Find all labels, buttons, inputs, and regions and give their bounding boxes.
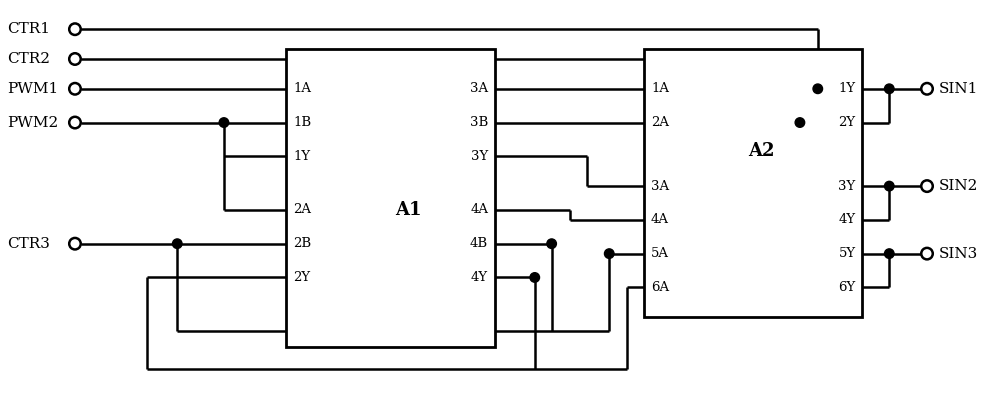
Text: 2Y: 2Y bbox=[293, 271, 311, 284]
Circle shape bbox=[547, 239, 556, 248]
Text: 5Y: 5Y bbox=[838, 247, 856, 260]
Bar bbox=[286, 49, 495, 347]
Circle shape bbox=[795, 118, 805, 127]
Text: 1Y: 1Y bbox=[293, 150, 311, 163]
Circle shape bbox=[172, 239, 182, 248]
Text: CTR2: CTR2 bbox=[7, 52, 50, 66]
Circle shape bbox=[604, 249, 614, 258]
Text: 1A: 1A bbox=[293, 82, 311, 95]
Text: 4A: 4A bbox=[470, 204, 488, 216]
Text: 4Y: 4Y bbox=[471, 271, 488, 284]
Text: A2: A2 bbox=[748, 142, 774, 160]
Circle shape bbox=[530, 273, 540, 282]
Text: 6Y: 6Y bbox=[838, 281, 856, 294]
Text: 3A: 3A bbox=[651, 180, 669, 192]
Text: 3A: 3A bbox=[470, 82, 488, 95]
Text: 2B: 2B bbox=[293, 237, 312, 250]
Bar bbox=[644, 49, 862, 317]
Text: 5A: 5A bbox=[651, 247, 669, 260]
Text: 1B: 1B bbox=[293, 116, 312, 129]
Text: PWM2: PWM2 bbox=[7, 116, 59, 130]
Text: CTR1: CTR1 bbox=[7, 22, 50, 36]
Text: 4B: 4B bbox=[470, 237, 488, 250]
Text: 1Y: 1Y bbox=[838, 82, 856, 95]
Circle shape bbox=[885, 181, 894, 191]
Text: 4Y: 4Y bbox=[838, 213, 856, 226]
Text: 2A: 2A bbox=[293, 204, 311, 216]
Text: 4A: 4A bbox=[651, 213, 669, 226]
Text: 3Y: 3Y bbox=[838, 180, 856, 192]
Text: PWM1: PWM1 bbox=[7, 82, 59, 96]
Text: SIN3: SIN3 bbox=[939, 247, 978, 261]
Text: CTR3: CTR3 bbox=[7, 237, 50, 251]
Text: 6A: 6A bbox=[651, 281, 669, 294]
Text: SIN2: SIN2 bbox=[939, 179, 978, 193]
Text: A1: A1 bbox=[395, 201, 422, 219]
Circle shape bbox=[813, 84, 823, 94]
Text: 1A: 1A bbox=[651, 82, 669, 95]
Text: SIN1: SIN1 bbox=[939, 82, 978, 96]
Circle shape bbox=[219, 118, 229, 127]
Circle shape bbox=[885, 249, 894, 258]
Text: 3Y: 3Y bbox=[471, 150, 488, 163]
Text: 2Y: 2Y bbox=[838, 116, 856, 129]
Circle shape bbox=[885, 84, 894, 94]
Text: 2A: 2A bbox=[651, 116, 669, 129]
Text: 3B: 3B bbox=[470, 116, 488, 129]
